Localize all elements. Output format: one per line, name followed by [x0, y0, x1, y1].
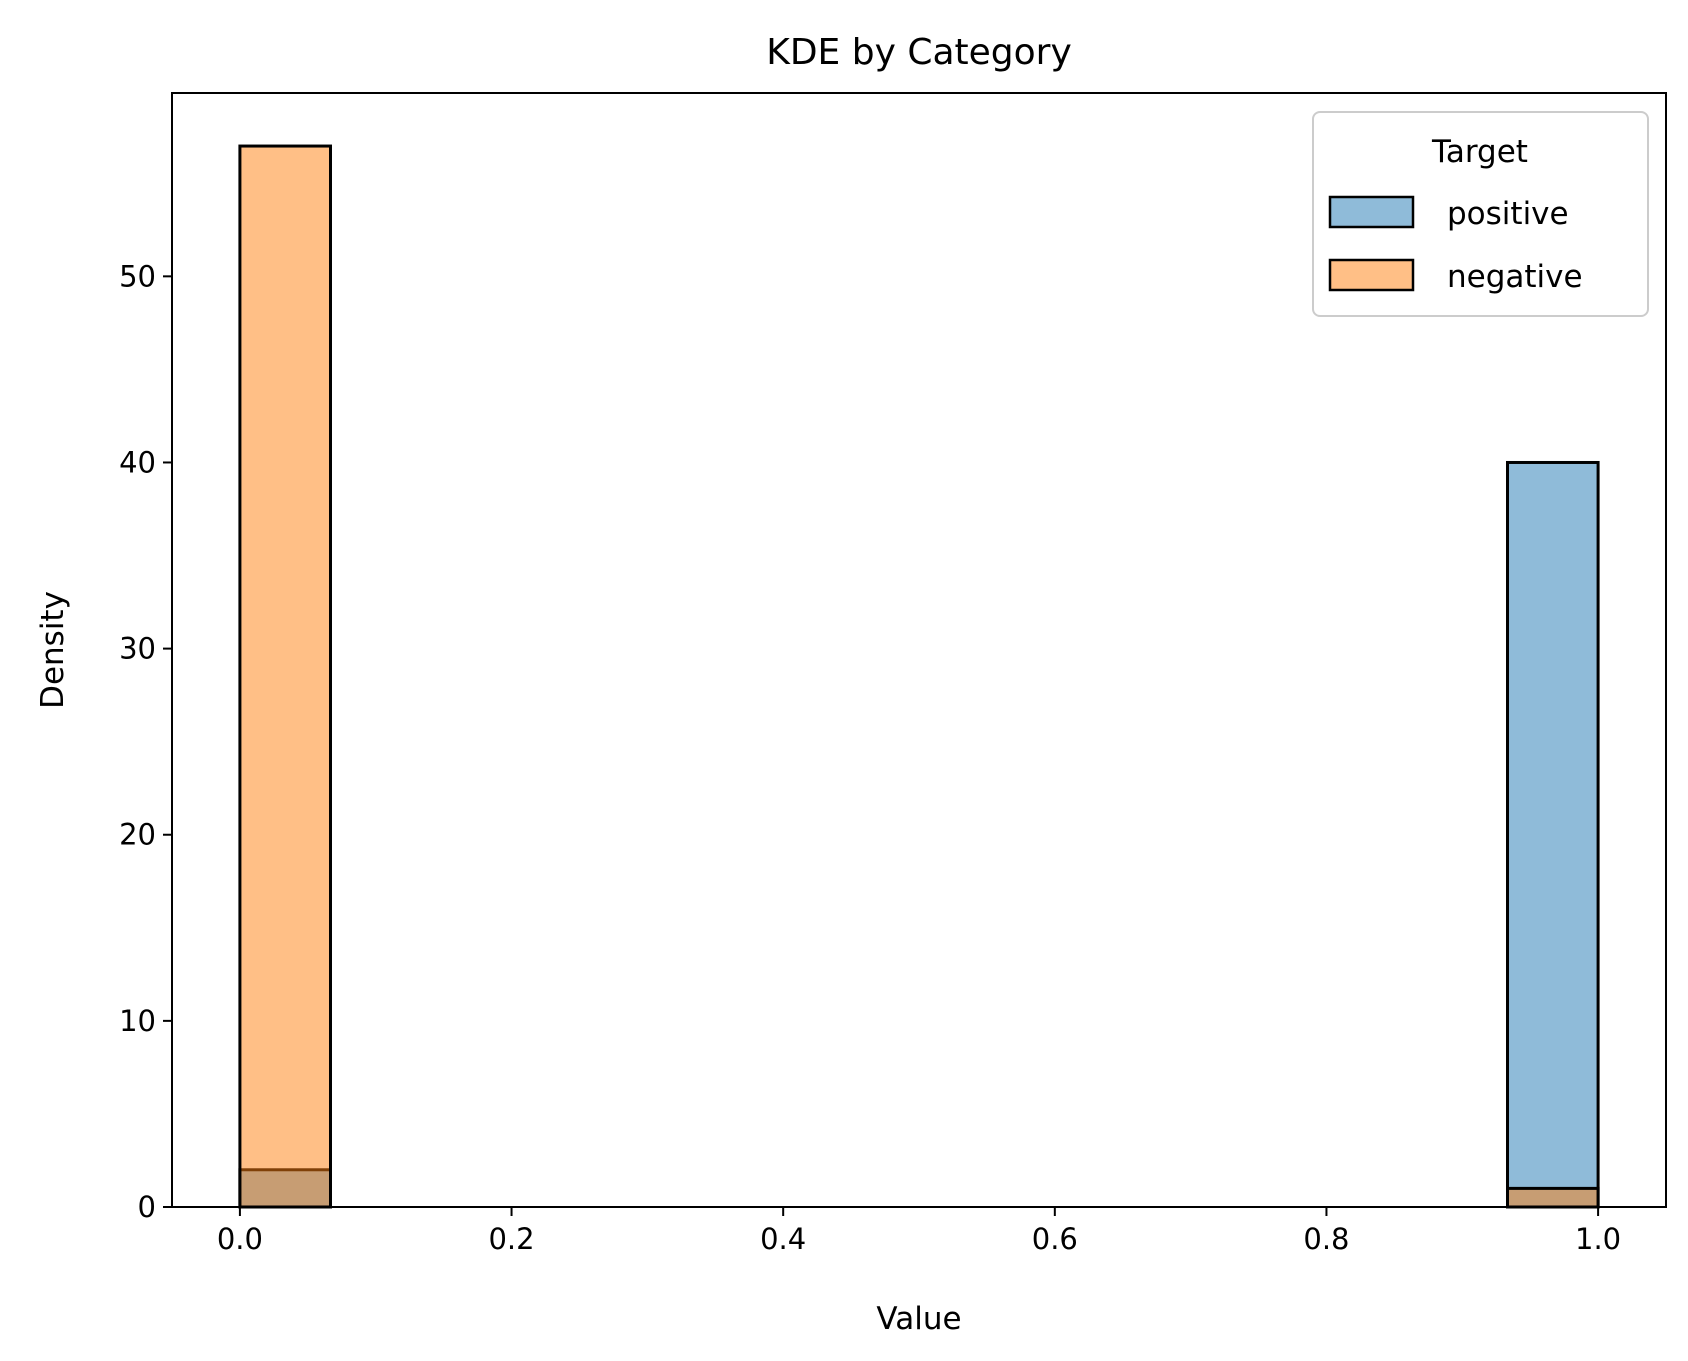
bar-negative-1: [1506, 1186, 1600, 1209]
x-tick-label: 0.2: [488, 1222, 534, 1256]
x-tick-label: 1.0: [1575, 1222, 1621, 1256]
legend: Target positive negative: [1312, 111, 1649, 317]
x-tick-label: 0.8: [1303, 1222, 1349, 1256]
chart-title: KDE by Category: [766, 32, 1072, 73]
legend-swatch-positive: [1328, 195, 1415, 229]
legend-label-negative: negative: [1447, 259, 1583, 295]
x-axis: 0.0 0.2 0.4 0.6 0.8 1.0: [217, 1207, 1621, 1256]
plot-frame: [171, 92, 1667, 1208]
y-axis-label: Density: [35, 591, 71, 709]
y-axis: 0 10 20 30 40 50: [119, 259, 172, 1224]
y-tick-label: 30: [119, 632, 156, 666]
bar-positive-1: [1506, 460, 1600, 1209]
x-tick-label: 0.0: [217, 1222, 263, 1256]
legend-swatch-negative: [1328, 258, 1415, 292]
y-tick-label: 20: [119, 818, 156, 852]
y-tick-label: 40: [119, 445, 156, 479]
x-tick-label: 0.4: [760, 1222, 806, 1256]
y-tick-label: 50: [119, 259, 156, 293]
y-tick-label: 0: [138, 1190, 156, 1224]
bar-negative-0: [238, 144, 332, 1209]
bars-layer: [238, 144, 1600, 1209]
y-tick-label: 10: [119, 1004, 156, 1038]
x-axis-label: Value: [876, 1301, 961, 1337]
legend-label-positive: positive: [1447, 196, 1569, 232]
legend-title: Target: [1431, 134, 1528, 170]
x-tick-label: 0.6: [1032, 1222, 1078, 1256]
